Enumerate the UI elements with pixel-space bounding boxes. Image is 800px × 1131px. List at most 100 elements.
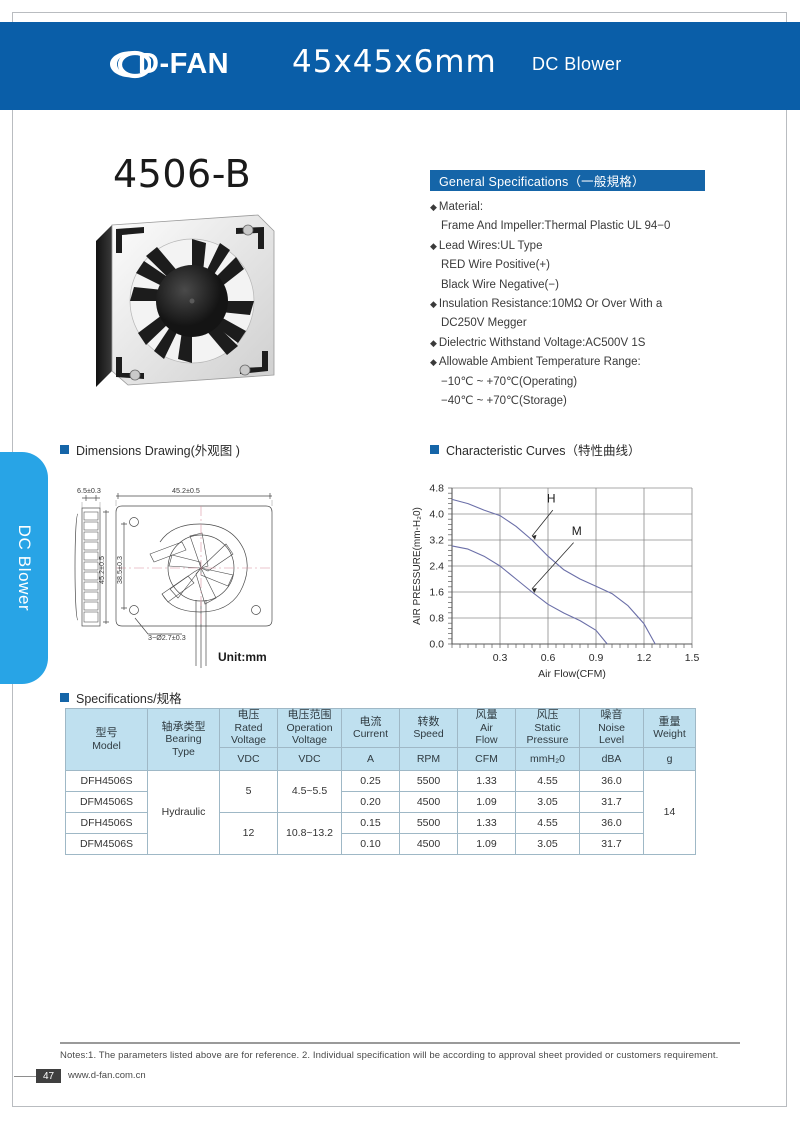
general-spec-text: −10℃ ~ +70℃(Operating) — [441, 375, 578, 388]
chart-y-tick-label: 1.6 — [429, 587, 444, 599]
table-unit-row: VDC VDC A RPM CFM mmH₂0 dBA g — [66, 747, 696, 771]
chart-x-tick-label: 1.2 — [637, 652, 652, 664]
chart-arrow-M — [532, 588, 537, 593]
cell-bearing-type: Hydraulic — [147, 770, 220, 855]
unit-label: Unit:mm — [218, 650, 267, 664]
cell-weight: 14 — [643, 770, 696, 855]
footer-divider — [60, 1042, 740, 1044]
characteristic-curves-heading: Characteristic Curves（特性曲线） — [430, 440, 640, 459]
cell-static-pressure: 3.05 — [515, 833, 580, 855]
general-specifications-heading: General Specifications（一般規格） — [430, 170, 705, 191]
general-spec-text: Material: — [438, 201, 484, 213]
column-header-noise-level: 噪音 Noise Level — [579, 708, 644, 748]
column-unit: VDC — [277, 747, 342, 771]
cell-operation-voltage: 4.5~5.5 — [277, 770, 342, 813]
footer-notes: Notes:1. The parameters listed above are… — [60, 1050, 719, 1061]
column-header-static-pressure: 风压 Static Pressure — [515, 708, 580, 748]
chart-curve-H — [451, 498, 656, 645]
dimensions-drawing-heading: Dimensions Drawing(外观图 ) — [60, 440, 240, 459]
column-header-en: Rated — [234, 721, 263, 734]
general-specifications-body: ◆ Material: Frame And Impeller:Thermal Pla… — [430, 198, 730, 411]
column-header-cn: 重量 — [658, 715, 681, 728]
cell-air-flow: 1.09 — [457, 791, 516, 813]
cell-speed: 5500 — [399, 770, 458, 792]
characteristic-curves-chart: 0.0 0.8 1.6 2.4 3.2 4.0 4.8 0.3 0.6 0.9 1.2 1.5 Air … — [404, 466, 704, 686]
general-spec-line: ◆ Material: — [430, 198, 730, 217]
side-tab-dc-blower[interactable]: DC Blower — [0, 452, 48, 684]
general-spec-text: RED Wire Positive(+) — [441, 259, 550, 272]
general-spec-line: ◆ Dielectric Withstand Voltage:AC500V 1S — [430, 334, 730, 353]
product-category-label: DC Blower — [532, 54, 622, 74]
column-unit: A — [341, 747, 400, 771]
cell-noise-level: 31.7 — [579, 791, 644, 813]
column-header-operation-voltage: 电压范围 Operation Voltage — [277, 708, 342, 748]
general-spec-text: Dielectric Withstand Voltage:AC500V 1S — [438, 336, 646, 349]
page-header: D-FAN 45x45x6mm DC Blower — [0, 22, 800, 110]
specifications-label: Specifications/规格 — [76, 692, 182, 706]
cell-speed: 5500 — [399, 812, 458, 834]
general-spec-text: Insulation Resistance:10MΩ Or Over With … — [438, 298, 663, 311]
column-unit: g — [643, 747, 696, 771]
product-size-title: 45x45x6mm — [292, 44, 497, 80]
chart-x-tick-label: 0.6 — [541, 652, 556, 664]
diamond-bullet-icon: ◆ — [430, 337, 437, 348]
dimensions-drawing-label: Dimensions Drawing(外观图 ) — [76, 444, 240, 458]
column-header-en: Model — [92, 739, 121, 752]
cell-air-flow: 1.33 — [457, 770, 516, 792]
column-header-rated-voltage: 电压 Rated Voltage — [219, 708, 278, 748]
diamond-bullet-icon: ◆ — [430, 240, 437, 251]
brand-name: D-FAN — [138, 48, 230, 80]
cell-model: DFH4506S — [65, 812, 148, 834]
column-header-en: Bearing — [165, 733, 202, 746]
column-header-cn: 噪音 — [600, 709, 623, 722]
table-row: DFH4506S 12 10.8~13.2 0.15 5500 1.33 4.55 36.0 — [65, 812, 696, 855]
dim-hole-pitch: 38.5±0.3 — [115, 556, 124, 584]
chart-curve-M — [451, 545, 608, 645]
chart-annotation-H: H — [547, 492, 556, 506]
cell-model: DFM4506S — [65, 833, 148, 855]
square-bullet-icon — [60, 445, 69, 454]
cell-noise-level: 36.0 — [579, 770, 644, 792]
column-header-cn: 轴承类型 — [161, 720, 206, 733]
column-unit: RPM — [399, 747, 458, 771]
column-header-en: Level — [598, 734, 625, 747]
general-spec-text: DC250V Megger — [441, 317, 527, 330]
column-header-bearing-type: 轴承类型 Bearing Type — [147, 708, 220, 771]
general-spec-line: ◆ Allowable Ambient Temperature Range: — [430, 353, 730, 372]
column-header-speed: 转数 Speed — [399, 708, 458, 748]
cell-static-pressure: 3.05 — [515, 791, 580, 813]
fan-oval-icon — [108, 49, 151, 80]
column-header-cn: 电压 — [237, 709, 260, 722]
cell-speed: 4500 — [399, 791, 458, 813]
page-title: 4506-B — [113, 152, 252, 196]
dimensions-drawing: 6.5±0.3 45.2±0.5 45.2±0.5 38.5±0.3 3−Ø2.… — [60, 470, 370, 675]
diamond-bullet-icon: ◆ — [430, 299, 437, 310]
side-tab-label: DC Blower — [15, 524, 34, 612]
general-spec-text: Allowable Ambient Temperature Range: — [438, 356, 641, 369]
column-header-en: Operation — [286, 721, 333, 734]
column-header-air-flow: 风量 Air Flow — [457, 708, 516, 748]
column-header-en: Static — [534, 721, 561, 734]
general-spec-text: −40℃ ~ +70℃(Storage) — [441, 395, 567, 408]
general-spec-line: −40℃ ~ +70℃(Storage) — [430, 392, 730, 411]
column-header-cn: 风量 — [475, 709, 498, 722]
chart-x-axis-label: Air Flow(CFM) — [538, 668, 606, 680]
cell-current: 0.20 — [341, 791, 400, 813]
column-header-en: Speed — [413, 728, 444, 740]
specifications-heading: Specifications/规格 — [60, 688, 182, 707]
column-header-en: Noise — [598, 721, 625, 734]
cell-air-flow: 1.33 — [457, 812, 516, 834]
chart-x-tick-label: 0.3 — [493, 652, 508, 664]
chart-y-tick-label: 3.2 — [429, 535, 444, 547]
chart-leader-M — [531, 542, 574, 590]
column-header-current: 电流 Current — [341, 708, 400, 748]
page-tick-line — [14, 1076, 36, 1077]
cell-speed: 4500 — [399, 833, 458, 855]
chart-x-tick-label: 0.9 — [589, 652, 604, 664]
column-header-en: Type — [172, 745, 195, 758]
chart-leader-H — [531, 509, 554, 537]
column-unit: dBA — [579, 747, 644, 771]
column-header-cn: 电压范围 — [287, 709, 332, 722]
square-bullet-icon — [430, 445, 439, 454]
dim-holes: 3−Ø2.7±0.3 — [148, 633, 186, 642]
